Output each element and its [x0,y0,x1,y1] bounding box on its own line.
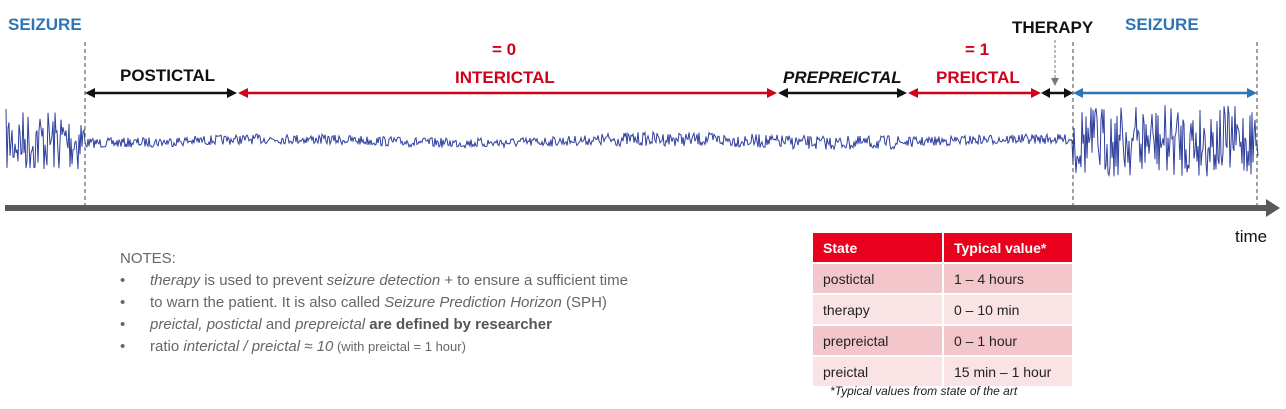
table-row: preictal 15 min – 1 hour [813,355,1074,386]
notes-item-ratio: ratio interictal / preictal ≈ 10 (with p… [120,336,628,358]
typical-values-table: State Typical value* postictal 1 – 4 hou… [813,233,1074,386]
therapy-label: THERAPY [1012,18,1094,37]
postictal-label: POSTICTAL [120,66,216,85]
prepreictal-arrow [778,88,907,98]
table-cell-value: 0 – 10 min [943,293,1074,325]
table-cell-state: preictal [813,355,944,386]
postictal-arrow [85,88,237,98]
therapy-arrow [1041,88,1073,98]
interictal-label: INTERICTAL [455,68,555,87]
preictal-value-label: = 1 [965,40,990,59]
seizure-left-label: SEIZURE [8,15,82,34]
table-header-row: State Typical value* [813,233,1074,263]
interictal-value-label: = 0 [492,40,517,59]
eeg-signal-trace [5,105,1259,178]
interictal-arrow [238,88,777,98]
table-cell-value: 1 – 4 hours [943,262,1074,294]
notes-item-therapy-cont: to warn the patient. It is also called S… [120,292,628,314]
preictal-arrow [908,88,1041,98]
table-row: therapy 0 – 10 min [813,293,1074,325]
time-axis-label: time [1235,227,1268,246]
table-cell-state: prepreictal [813,324,944,356]
table-cell-value: 15 min – 1 hour [943,355,1074,386]
notes-title: NOTES: [120,250,176,267]
therapy-pointer-head [1051,78,1059,86]
preictal-label: PREICTAL [936,68,1020,87]
table-cell-state: postictal [813,262,944,294]
prepreictal-label: PREPREICTAL [783,68,902,87]
notes-item-definitions: preictal, postictal and prepreictal are … [120,314,628,336]
time-axis-arrowhead [1266,199,1280,217]
seizure-arrow [1073,88,1257,98]
table-footnote: *Typical values from state of the art [830,384,1018,398]
table-header-value: Typical value* [943,233,1074,263]
table-row: prepreictal 0 – 1 hour [813,324,1074,356]
table-header-state: State [813,233,944,263]
table-cell-state: therapy [813,293,944,325]
table-cell-value: 0 – 1 hour [943,324,1074,356]
timeline-diagram [5,40,1280,217]
notes-block: NOTES: therapy is used to prevent seizur… [120,248,628,358]
notes-item-therapy: therapy is used to prevent seizure detec… [120,270,628,292]
seizure-right-label: SEIZURE [1125,15,1199,34]
table-row: postictal 1 – 4 hours [813,262,1074,294]
